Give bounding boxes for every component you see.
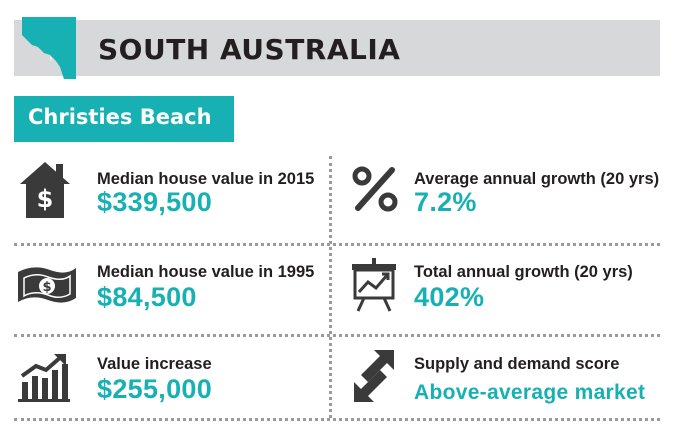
- suburb-name: Christies Beach: [28, 105, 212, 129]
- svg-text:$: $: [37, 185, 54, 213]
- header-bar: [14, 20, 660, 76]
- bar-chart-up-icon: [18, 354, 70, 402]
- median-1995-label: Median house value in 1995: [97, 263, 315, 281]
- banknote-icon: $: [18, 267, 76, 303]
- suburb-badge: [14, 96, 234, 142]
- row-divider: [14, 418, 660, 421]
- row-divider: [14, 334, 660, 337]
- total-growth-label: Total annual growth (20 yrs): [414, 263, 633, 281]
- median-2015-value: $339,500: [97, 187, 213, 217]
- value-increase-value: $255,000: [97, 374, 213, 404]
- avg-growth-label: Average annual growth (20 yrs): [414, 170, 660, 188]
- house-dollar-icon: $: [20, 162, 70, 218]
- total-growth-value: 402%: [414, 282, 485, 312]
- percent-icon: [352, 166, 398, 212]
- svg-text:$: $: [42, 280, 51, 295]
- median-1995-value: $84,500: [97, 282, 197, 312]
- value-increase-label: Value increase: [97, 355, 212, 373]
- region-title: SOUTH AUSTRALIA: [98, 33, 401, 66]
- column-divider: [329, 156, 332, 418]
- supply-demand-value: Above-average market: [414, 381, 646, 404]
- avg-growth-value: 7.2%: [414, 187, 477, 217]
- row-divider: [14, 243, 660, 246]
- median-2015-label: Median house value in 2015: [97, 170, 315, 188]
- supply-demand-label: Supply and demand score: [414, 355, 620, 373]
- supply-demand-arrows-icon: [354, 350, 394, 402]
- south-australia-map-icon: [22, 17, 76, 79]
- presentation-board-icon: [352, 258, 396, 312]
